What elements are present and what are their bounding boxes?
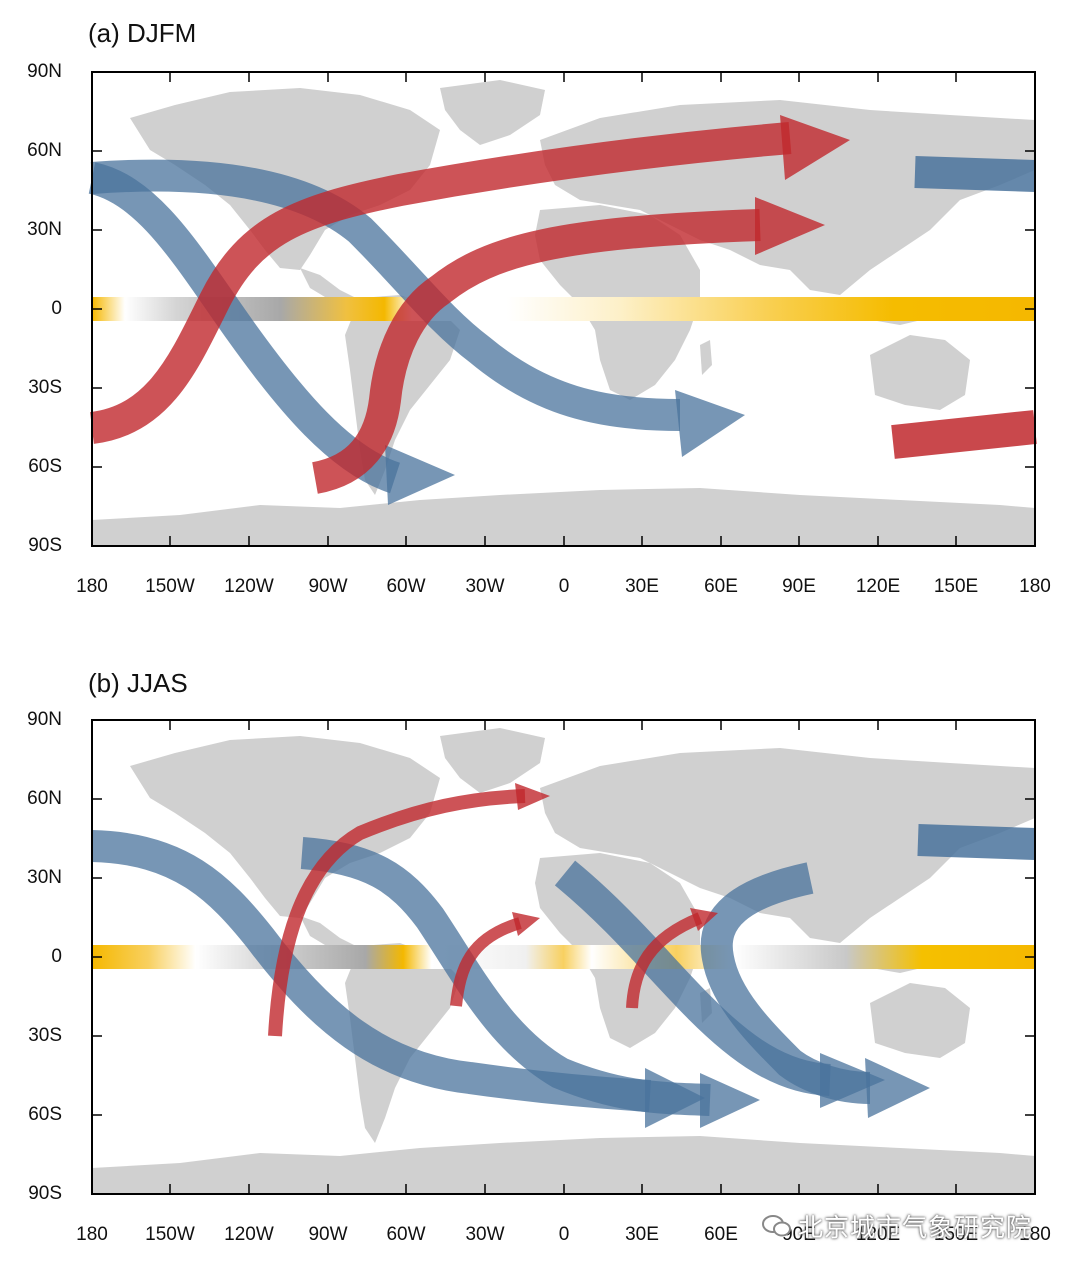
lon-label: 60E bbox=[704, 1224, 738, 1245]
lat-label: 60S bbox=[28, 456, 62, 477]
lat-label: 90N bbox=[27, 61, 62, 82]
lon-label: 30W bbox=[465, 576, 505, 597]
land-masses bbox=[92, 728, 1035, 1193]
red-arrow-2 bbox=[450, 917, 522, 1007]
red-arrow-3 bbox=[891, 410, 1037, 459]
panel-djfm: (a) DJFM bbox=[0, 0, 1080, 620]
watermark: 北京城市气象研究院 bbox=[762, 1208, 1032, 1246]
blue-arrow-3 bbox=[914, 156, 1036, 192]
tick-marks bbox=[92, 720, 1035, 1194]
lat-label: 90S bbox=[28, 1183, 62, 1204]
lon-label: 30E bbox=[625, 1224, 659, 1245]
blue-arrow-1-head bbox=[385, 445, 455, 505]
lat-label: 0 bbox=[51, 946, 62, 967]
lon-label: 90W bbox=[308, 1224, 348, 1245]
lon-label: 90E bbox=[782, 576, 816, 597]
lat-label: 60N bbox=[27, 788, 62, 809]
lon-label: 30E bbox=[625, 576, 659, 597]
blue-arrow-2-head bbox=[700, 1073, 760, 1128]
lat-label: 30S bbox=[28, 377, 62, 398]
lat-label: 90N bbox=[27, 709, 62, 730]
blue-arrow-5 bbox=[917, 824, 1036, 860]
lat-label: 90S bbox=[28, 535, 62, 556]
lon-label: 150E bbox=[933, 576, 979, 597]
flow-arrows bbox=[91, 783, 1036, 1128]
red-arrow-1 bbox=[268, 789, 526, 1037]
red-arrow-2-head bbox=[512, 912, 540, 936]
blue-arrow-4 bbox=[700, 862, 871, 1104]
tick-marks bbox=[92, 72, 1035, 546]
lon-label: 90W bbox=[308, 576, 348, 597]
lat-label: 0 bbox=[51, 298, 62, 319]
red-arrow-3-head bbox=[690, 908, 718, 931]
blue-arrow-2 bbox=[90, 159, 681, 431]
lon-label: 60E bbox=[704, 576, 738, 597]
lon-label: 180 bbox=[76, 576, 108, 597]
watermark-text: 北京城市气象研究院 bbox=[798, 1214, 1033, 1242]
red-arrow-1-head bbox=[515, 783, 550, 810]
blue-arrow-4-head bbox=[865, 1058, 930, 1118]
map-frame-djfm bbox=[87, 71, 1037, 547]
red-arrow-1 bbox=[89, 122, 792, 444]
lon-label: 0 bbox=[558, 576, 570, 597]
map-frame-jjas bbox=[91, 719, 1036, 1195]
lon-label: 60W bbox=[386, 576, 426, 597]
lon-label: 120W bbox=[224, 1224, 274, 1245]
lon-label: 60W bbox=[386, 1224, 426, 1245]
lat-label: 60N bbox=[27, 140, 62, 161]
lat-label: 30S bbox=[28, 1025, 62, 1046]
lat-label: 60S bbox=[28, 1104, 62, 1125]
red-arrow-1-head bbox=[780, 115, 850, 180]
lon-label: 180 bbox=[1019, 1224, 1051, 1245]
red-arrow-2 bbox=[311, 209, 761, 494]
lon-label: 150W bbox=[145, 576, 195, 597]
lon-label: 30W bbox=[465, 1224, 505, 1245]
blue-arrow-2 bbox=[300, 837, 711, 1116]
lon-label: 180 bbox=[1019, 576, 1051, 597]
red-arrow-3 bbox=[626, 912, 703, 1009]
lon-label: 180 bbox=[76, 1224, 108, 1245]
panel-jjas: (b) JJAS bbox=[0, 648, 1080, 1272]
lon-label: 150W bbox=[145, 1224, 195, 1245]
red-arrow-2-head bbox=[755, 197, 825, 255]
wechat-icon bbox=[762, 1213, 792, 1246]
lon-label: 120E bbox=[855, 576, 901, 597]
blue-arrow-2-head bbox=[675, 390, 745, 457]
lat-label: 30N bbox=[27, 219, 62, 240]
equator-band bbox=[92, 945, 1035, 969]
lon-label: 120E bbox=[855, 1224, 901, 1245]
lon-label: 120W bbox=[224, 576, 274, 597]
lat-label: 30N bbox=[27, 867, 62, 888]
blue-arrow-1 bbox=[87, 162, 401, 494]
flow-arrows bbox=[87, 115, 1037, 505]
panel-title: (a) DJFM bbox=[88, 18, 197, 48]
panel-title: (b) JJAS bbox=[88, 668, 188, 698]
lon-label: 0 bbox=[558, 1224, 570, 1245]
lon-label: 150E bbox=[933, 1224, 979, 1245]
